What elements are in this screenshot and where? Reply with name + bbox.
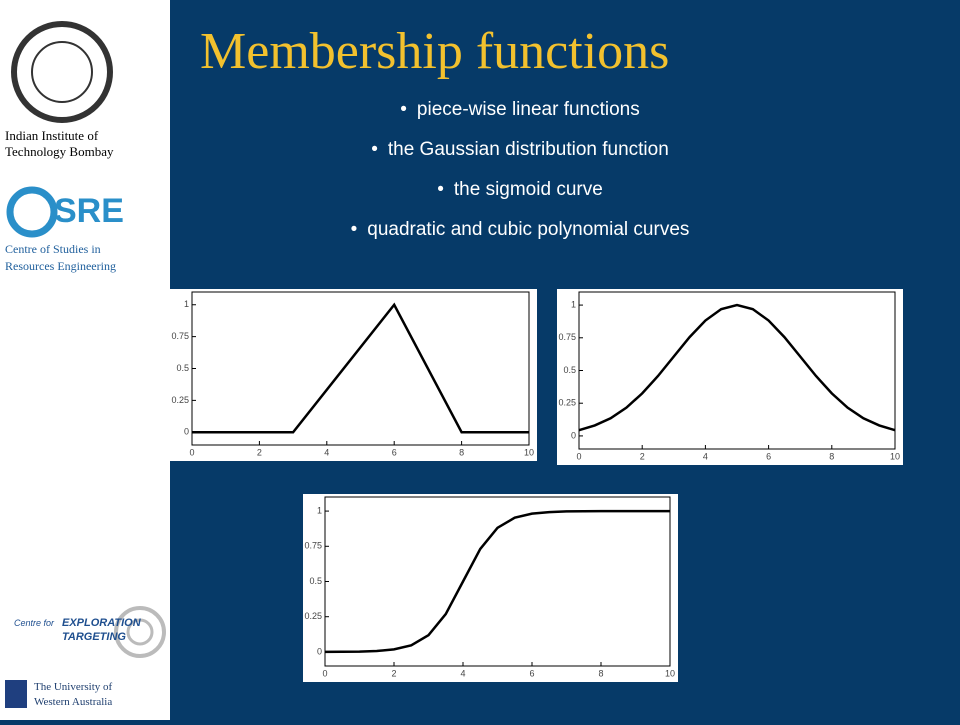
slide-title: Membership functions [200, 23, 670, 80]
iitb-logo [11, 21, 113, 123]
y-tick-label: 0 [184, 427, 189, 437]
y-tick-label: 1 [317, 505, 322, 515]
x-tick-label: 10 [524, 447, 534, 457]
x-tick-label: 8 [459, 447, 464, 457]
y-tick-label: 0.5 [176, 363, 189, 373]
x-tick-label: 8 [598, 668, 603, 678]
csre-logo [6, 186, 58, 238]
x-tick-label: 0 [322, 668, 327, 678]
iitb-logo-inner [31, 41, 93, 103]
x-tick-label: 2 [391, 668, 396, 678]
sidebar: Indian Institute of Technology Bombay SR… [0, 0, 170, 720]
bullet: quadratic and cubic polynomial curves [170, 216, 870, 256]
plot-frame [578, 291, 896, 450]
x-tick-label: 10 [890, 451, 900, 461]
x-tick-label: 6 [392, 447, 397, 457]
x-tick-label: 4 [324, 447, 329, 457]
y-tick-label: 0.75 [558, 332, 576, 342]
plot-frame [191, 291, 530, 446]
y-tick-label: 0.75 [171, 331, 189, 341]
y-tick-label: 0.25 [171, 395, 189, 405]
curve [192, 302, 529, 434]
y-tick-label: 0.25 [558, 398, 576, 408]
cet-logo [126, 618, 154, 646]
institute-line: Indian Institute of [5, 128, 99, 143]
uwa-name: The University of [34, 681, 113, 693]
x-tick-label: 0 [576, 451, 581, 461]
institute-line: Technology Bombay [5, 144, 114, 159]
x-tick-label: 0 [189, 447, 194, 457]
uwa-crest [5, 680, 27, 708]
csre-name: Centre of Studies in [5, 242, 101, 256]
x-tick-label: 10 [665, 668, 675, 678]
bullet-list: piece-wise linear functions the Gaussian… [170, 96, 870, 256]
x-tick-label: 6 [529, 668, 534, 678]
curve [324, 509, 670, 654]
x-tick-label: 8 [829, 451, 834, 461]
y-tick-label: 0.75 [304, 541, 322, 551]
cet-name: EXPLORATION [62, 617, 142, 629]
y-tick-label: 0 [571, 430, 576, 440]
x-tick-label: 4 [703, 451, 708, 461]
plot-frame [324, 496, 671, 667]
cet-name: Centre for [14, 618, 55, 628]
y-tick-label: 0 [317, 646, 322, 656]
csre-logo-text: SRE [54, 192, 124, 230]
y-tick-label: 1 [571, 299, 576, 309]
x-tick-label: 2 [640, 451, 645, 461]
y-tick-label: 0.5 [563, 365, 576, 375]
curve [578, 303, 896, 432]
y-tick-label: 0.25 [304, 611, 322, 621]
cet-logo [114, 606, 166, 658]
bullet: the sigmoid curve [170, 176, 870, 216]
x-tick-label: 6 [766, 451, 771, 461]
bullet: the Gaussian distribution function [170, 136, 870, 176]
x-tick-label: 2 [257, 447, 262, 457]
bullet: piece-wise linear functions [170, 96, 870, 136]
y-tick-label: 1 [184, 299, 189, 309]
csre-name: Resources Engineering [5, 259, 116, 273]
cet-name: TARGETING [62, 631, 126, 643]
y-tick-label: 0.5 [309, 576, 322, 586]
logos: Indian Institute of Technology Bombay SR… [5, 21, 166, 708]
uwa-name: Western Australia [34, 696, 112, 708]
x-tick-label: 4 [460, 668, 465, 678]
